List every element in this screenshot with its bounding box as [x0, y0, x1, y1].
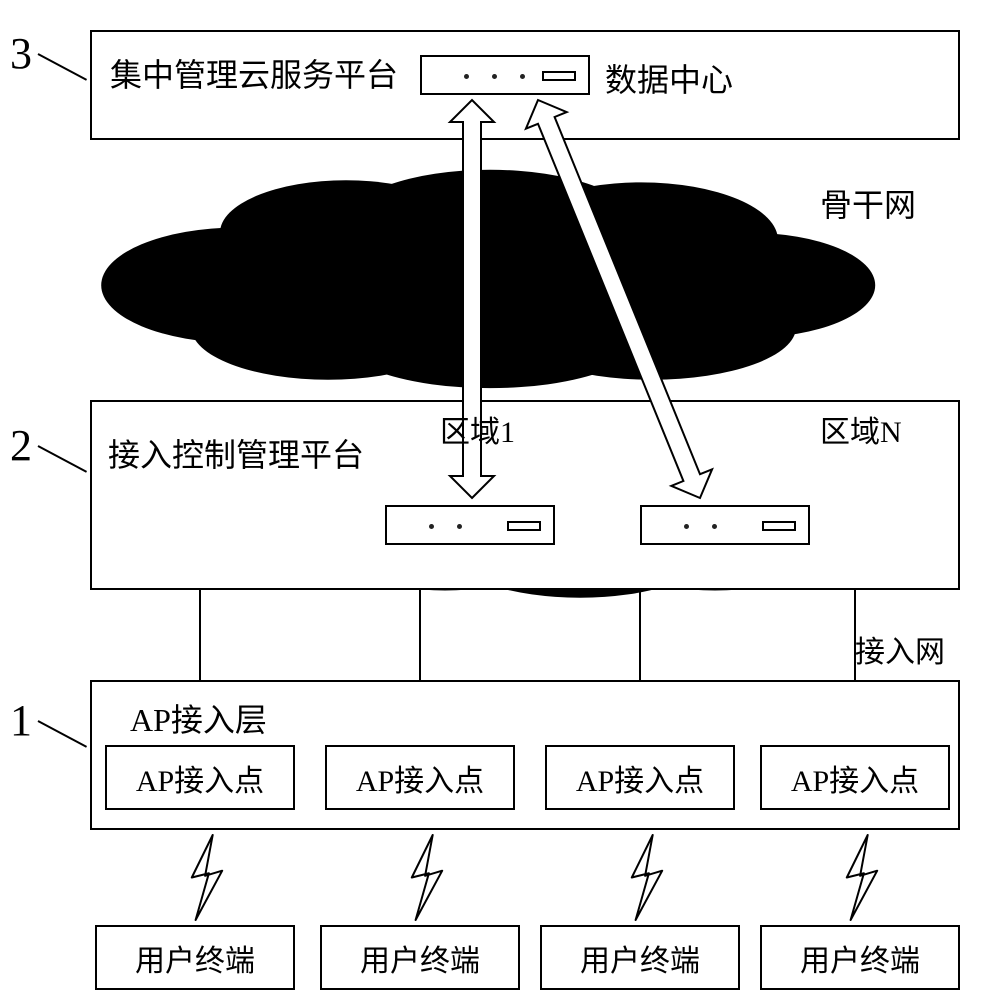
region-n-controller: [640, 505, 810, 545]
backbone-net-label: 骨干网: [820, 180, 916, 226]
layer-number-2: 2: [10, 420, 32, 471]
ap-node-2: AP接入点: [325, 745, 515, 810]
cloud-platform-title: 集中管理云服务平台: [110, 50, 398, 96]
ap-layer-title: AP接入层: [130, 695, 267, 741]
user-terminal-2: 用户终端: [320, 925, 520, 990]
ap-node-2-label: AP接入点: [356, 756, 484, 800]
ap-node-3-label: AP接入点: [576, 756, 704, 800]
layer-tick-2: [38, 445, 88, 473]
layer-number-1: 1: [10, 695, 32, 746]
ap-node-4-label: AP接入点: [791, 756, 919, 800]
layer-tick-3: [38, 53, 88, 81]
data-center-label: 数据中心: [605, 55, 733, 101]
ap-node-1: AP接入点: [105, 745, 295, 810]
region-1-controller: [385, 505, 555, 545]
user-terminal-2-label: 用户终端: [360, 936, 480, 980]
user-terminal-1: 用户终端: [95, 925, 295, 990]
user-terminal-3-label: 用户终端: [580, 936, 700, 980]
ap-node-3: AP接入点: [545, 745, 735, 810]
ap-node-1-label: AP接入点: [136, 756, 264, 800]
user-terminal-4: 用户终端: [760, 925, 960, 990]
layer-tick-1: [38, 720, 88, 748]
user-terminal-4-label: 用户终端: [800, 936, 920, 980]
user-terminal-3: 用户终端: [540, 925, 740, 990]
layer-number-3: 3: [10, 28, 32, 79]
access-net-label: 接入网: [855, 627, 945, 671]
region-n-label: 区域N: [820, 407, 902, 451]
user-terminal-1-label: 用户终端: [135, 936, 255, 980]
region-1-label: 区域1: [440, 407, 515, 451]
data-center-device: [420, 55, 590, 95]
diagram-stage: AP接入点 AP接入点 AP接入点 AP接入点 用户终端 用户终端 用户终端 用…: [0, 0, 991, 1000]
access-control-title: 接入控制管理平台: [108, 430, 364, 476]
ap-node-4: AP接入点: [760, 745, 950, 810]
